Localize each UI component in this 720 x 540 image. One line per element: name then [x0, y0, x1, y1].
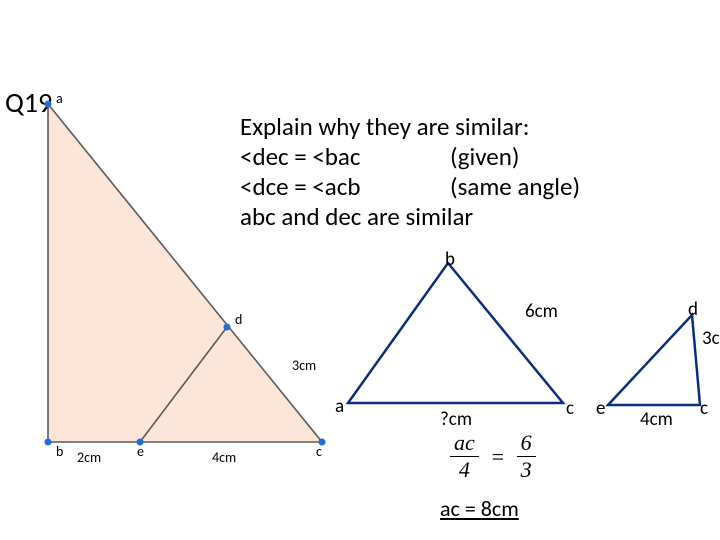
final-answer: ac = 8cm [440, 495, 519, 522]
fraction-right-top: 6 [517, 430, 536, 457]
fraction-equation: ac 4 = 6 3 [450, 430, 536, 483]
fraction-left-bot: 4 [450, 457, 479, 483]
fraction-left-top: ac [450, 430, 479, 457]
main-diagram: a b c d e 2cm 4cm 3cm [32, 92, 352, 472]
svg-text:d: d [235, 311, 242, 328]
label-c-bottom: c [566, 397, 574, 420]
fraction-right-bot: 3 [517, 457, 536, 483]
label-e-bottom: e [596, 397, 605, 420]
label-d-top: d [688, 298, 698, 321]
label-c-bottom-2: c [700, 397, 708, 420]
label-ec-4cm: 4cm [640, 408, 673, 431]
svg-text:b: b [56, 443, 63, 460]
svg-text:e: e [137, 443, 144, 460]
svg-text:a: a [56, 92, 63, 107]
svg-text:c: c [316, 443, 322, 460]
svg-text:2cm: 2cm [77, 449, 101, 466]
equals-sign: = [484, 444, 511, 470]
svg-text:4cm: 4cm [212, 449, 236, 466]
label-dc-3cm: 3cm [702, 327, 720, 350]
explanation-row-1-right: (given) [450, 142, 519, 172]
triangle-abc [338, 248, 588, 428]
explanation-row-2-right: (same angle) [450, 172, 580, 202]
svg-text:3cm: 3cm [292, 357, 316, 374]
label-ac-question: ?cm [440, 408, 472, 431]
label-b-top: b [445, 248, 455, 271]
label-bc-6cm: 6cm [525, 300, 558, 323]
label-a-bottom: a [335, 395, 344, 418]
